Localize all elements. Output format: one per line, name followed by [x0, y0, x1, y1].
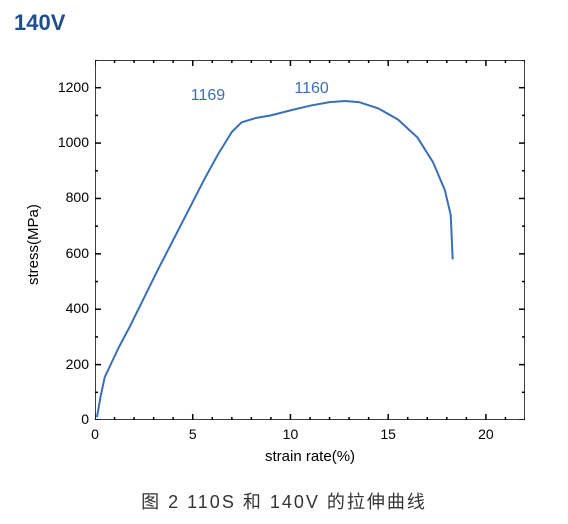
y-axis-label: stress(MPa) [25, 204, 42, 285]
chart-annotation: 1160 [294, 80, 328, 98]
series-line [97, 101, 453, 417]
y-tick-label: 1000 [47, 134, 89, 150]
x-tick-label: 15 [373, 426, 403, 442]
x-tick-label: 20 [471, 426, 501, 442]
y-tick-label: 800 [47, 189, 89, 205]
x-tick-label: 0 [80, 426, 110, 442]
y-tick-label: 0 [47, 411, 89, 427]
chart-title: 140V [14, 10, 65, 36]
x-axis-label: strain rate(%) [265, 448, 355, 465]
y-tick-label: 200 [47, 356, 89, 372]
plot-area [95, 60, 525, 420]
y-tick-label: 400 [47, 300, 89, 316]
x-tick-label: 10 [275, 426, 305, 442]
figure-caption: 图 2 110S 和 140V 的拉伸曲线 [0, 488, 568, 514]
chart-annotation: 1169 [191, 87, 225, 105]
y-tick-label: 600 [47, 245, 89, 261]
y-tick-label: 1200 [47, 79, 89, 95]
x-tick-label: 5 [178, 426, 208, 442]
